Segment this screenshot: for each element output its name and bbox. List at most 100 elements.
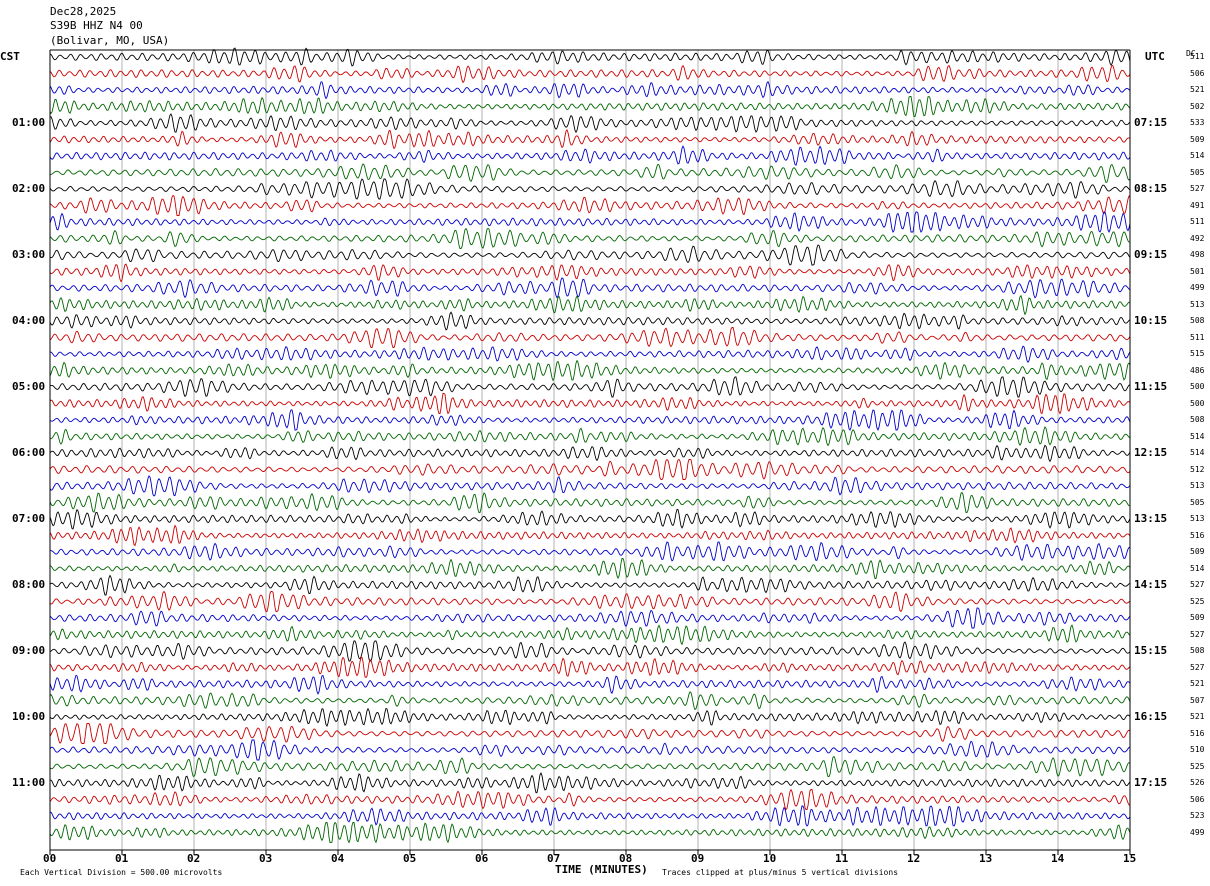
- trace-row-43: [49, 755, 1131, 778]
- x-tick-label-01: 01: [115, 852, 129, 865]
- dc-offset-value: 511: [1190, 217, 1205, 226]
- trace-row-27: [49, 491, 1131, 513]
- dc-offset-value: 510: [1190, 745, 1205, 754]
- station-code: S39B HHZ N4 00: [50, 19, 143, 32]
- trace-row-17: [49, 327, 1131, 348]
- trace-row-35: [49, 624, 1131, 646]
- left-hour-label: 06:00: [12, 446, 46, 459]
- left-hour-label: 02:00: [12, 182, 46, 195]
- scale-note: Each Vertical Division = 500.00 microvol…: [20, 868, 223, 877]
- trace-row-9: [49, 194, 1131, 216]
- left-timezone-label: CST: [0, 50, 20, 63]
- right-hour-label: 12:15: [1134, 446, 1168, 459]
- x-tick-label-09: 09: [691, 852, 705, 865]
- trace-row-25: [49, 458, 1131, 480]
- right-hour-label: 14:15: [1134, 578, 1168, 591]
- dc-offset-value: 505: [1190, 497, 1205, 507]
- dc-offset-value: 525: [1190, 596, 1205, 606]
- x-tick-label-08: 08: [619, 852, 633, 865]
- dc-offset-value: 514: [1190, 448, 1205, 457]
- dc-offset-value: 527: [1190, 662, 1205, 672]
- dc-offset-header: DC: [1186, 49, 1196, 58]
- trace-row-16: [49, 311, 1131, 331]
- x-tick-label-07: 07: [547, 852, 561, 865]
- trace-row-44: [49, 771, 1131, 794]
- x-tick-label-13: 13: [979, 852, 993, 865]
- trace-row-15: [49, 294, 1131, 316]
- dc-offset-value: 515: [1190, 349, 1205, 358]
- left-hour-label: 01:00: [12, 116, 46, 129]
- station-location: (Bolivar, MO, USA): [50, 34, 170, 47]
- dc-offset-value: 492: [1190, 233, 1205, 243]
- trace-row-24: [49, 444, 1131, 463]
- trace-row-29: [49, 524, 1131, 547]
- trace-row-8: [49, 178, 1131, 200]
- dc-offset-value: 509: [1190, 613, 1205, 622]
- x-tick-label-02: 02: [187, 852, 201, 865]
- dc-offset-value: 491: [1190, 200, 1205, 210]
- plot-date: Dec28,2025: [50, 5, 117, 18]
- trace-row-13: [49, 263, 1131, 283]
- dc-offset-value: 508: [1190, 316, 1205, 325]
- trace-row-6: [49, 145, 1131, 166]
- left-hour-label: 09:00: [12, 644, 46, 657]
- dc-offset-value: 514: [1190, 563, 1205, 573]
- trace-row-14: [49, 277, 1131, 299]
- dc-offset-value: 509: [1190, 134, 1205, 144]
- trace-row-40: [49, 707, 1131, 727]
- left-hour-label: 10:00: [12, 710, 46, 723]
- dc-offset-value: 500: [1190, 382, 1205, 391]
- right-hour-label: 11:15: [1134, 380, 1168, 393]
- left-hour-label: 04:00: [12, 314, 46, 327]
- trace-row-38: [49, 674, 1131, 695]
- right-hour-label: 16:15: [1134, 710, 1168, 723]
- dc-offset-value: 508: [1190, 415, 1205, 424]
- x-tick-label-04: 04: [331, 852, 345, 865]
- dc-offset-value: 526: [1190, 778, 1205, 787]
- left-hour-label: 03:00: [12, 248, 46, 261]
- dc-offset-value: 505: [1190, 167, 1205, 177]
- x-tick-label-05: 05: [403, 852, 417, 865]
- left-hour-label: 11:00: [12, 776, 46, 789]
- dc-offset-value: 511: [1190, 52, 1205, 61]
- trace-row-42: [49, 739, 1131, 761]
- dc-offset-value: 509: [1190, 547, 1205, 556]
- plot-frame: [49, 49, 1131, 851]
- trace-row-32: [49, 574, 1131, 596]
- x-tick-label-15: 15: [1123, 852, 1137, 865]
- left-hour-label: 05:00: [12, 380, 46, 393]
- dc-offset-value: 521: [1190, 85, 1205, 94]
- dc-offset-value: 506: [1190, 794, 1205, 804]
- trace-row-20: [49, 376, 1131, 398]
- trace-row-33: [49, 590, 1131, 613]
- dc-offset-value: 499: [1190, 827, 1205, 837]
- trace-row-39: [49, 691, 1131, 711]
- dc-offset-value: 527: [1190, 184, 1205, 193]
- seismic-traces: [49, 47, 1131, 844]
- dc-offset-value: 521: [1190, 679, 1205, 688]
- trace-row-0: [49, 47, 1131, 67]
- trace-row-1: [49, 64, 1131, 84]
- dc-offset-value: 502: [1190, 101, 1205, 111]
- x-tick-label-03: 03: [259, 852, 273, 865]
- x-axis-ticks: [49, 850, 1131, 855]
- trace-row-34: [49, 607, 1131, 629]
- trace-row-41: [49, 722, 1131, 744]
- trace-row-2: [49, 80, 1131, 100]
- left-hour-label: 07:00: [12, 512, 46, 525]
- trace-row-10: [49, 211, 1131, 234]
- trace-row-18: [50, 345, 1131, 364]
- dc-offset-value: 525: [1190, 761, 1205, 771]
- trace-row-22: [49, 409, 1131, 431]
- dc-offset-value: 514: [1190, 431, 1205, 441]
- dc-offset-value: 511: [1190, 332, 1205, 342]
- dc-offset-value: 533: [1190, 118, 1205, 127]
- dc-offset-value: 521: [1190, 712, 1205, 721]
- dc-offset-value: 513: [1190, 299, 1205, 309]
- trace-row-36: [49, 640, 1131, 662]
- trace-row-45: [49, 788, 1131, 811]
- x-tick-label-14: 14: [1051, 852, 1065, 865]
- trace-row-12: [49, 244, 1131, 266]
- dc-offset-value: 527: [1190, 629, 1205, 639]
